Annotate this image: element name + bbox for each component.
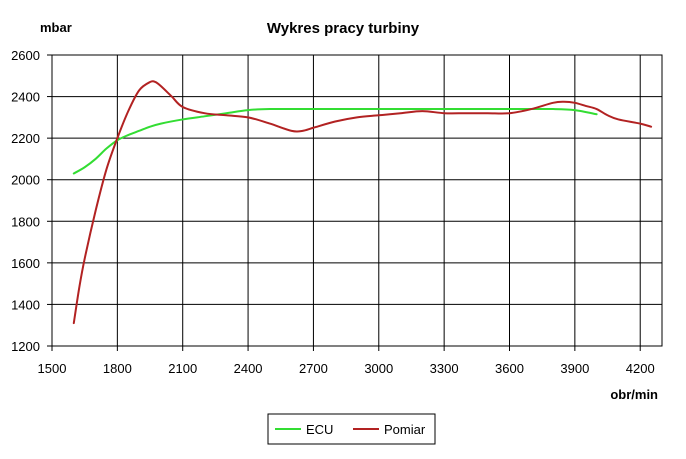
series-line-pomiar xyxy=(72,80,653,325)
y-tick-label: 1600 xyxy=(11,256,40,271)
y-tick-label: 1200 xyxy=(11,339,40,354)
axes xyxy=(47,54,663,351)
y-tick-label: 1400 xyxy=(11,297,40,312)
x-tick-label: 3900 xyxy=(560,361,589,376)
legend-label-pomiar: Pomiar xyxy=(384,422,426,437)
chart-title: Wykres pracy turbiny xyxy=(267,20,420,37)
legend-items: ECU Pomiar xyxy=(275,422,426,437)
x-tick-label: 2100 xyxy=(168,361,197,376)
plot-area-border xyxy=(51,54,663,347)
x-tick-label: 3300 xyxy=(430,361,459,376)
y-axis-label: mbar xyxy=(40,20,72,35)
y-tick-label: 1800 xyxy=(11,214,40,229)
x-tick-label: 3000 xyxy=(364,361,393,376)
y-tick-label: 2200 xyxy=(11,131,40,146)
x-tick-label: 1500 xyxy=(38,361,67,376)
legend: ECU Pomiar xyxy=(267,413,436,445)
tick-labels: 1200 1400 1600 1800 2000 2200 2400 2600 1500 1800… xyxy=(11,48,655,376)
y-tick-label: 2000 xyxy=(11,173,40,188)
y-tick-label: 2400 xyxy=(11,90,40,105)
x-tick-label: 2700 xyxy=(299,361,328,376)
series xyxy=(72,80,653,325)
legend-label-ecu: ECU xyxy=(306,422,333,437)
x-tick-label: 2400 xyxy=(234,361,263,376)
x-tick-label: 1800 xyxy=(103,361,132,376)
x-tick-label: 3600 xyxy=(495,361,524,376)
x-tick-label: 4200 xyxy=(626,361,655,376)
series-line-ecu xyxy=(72,107,598,175)
y-tick-label: 2600 xyxy=(11,48,40,63)
grid xyxy=(52,54,662,346)
x-axis-label: obr/min xyxy=(610,387,658,402)
